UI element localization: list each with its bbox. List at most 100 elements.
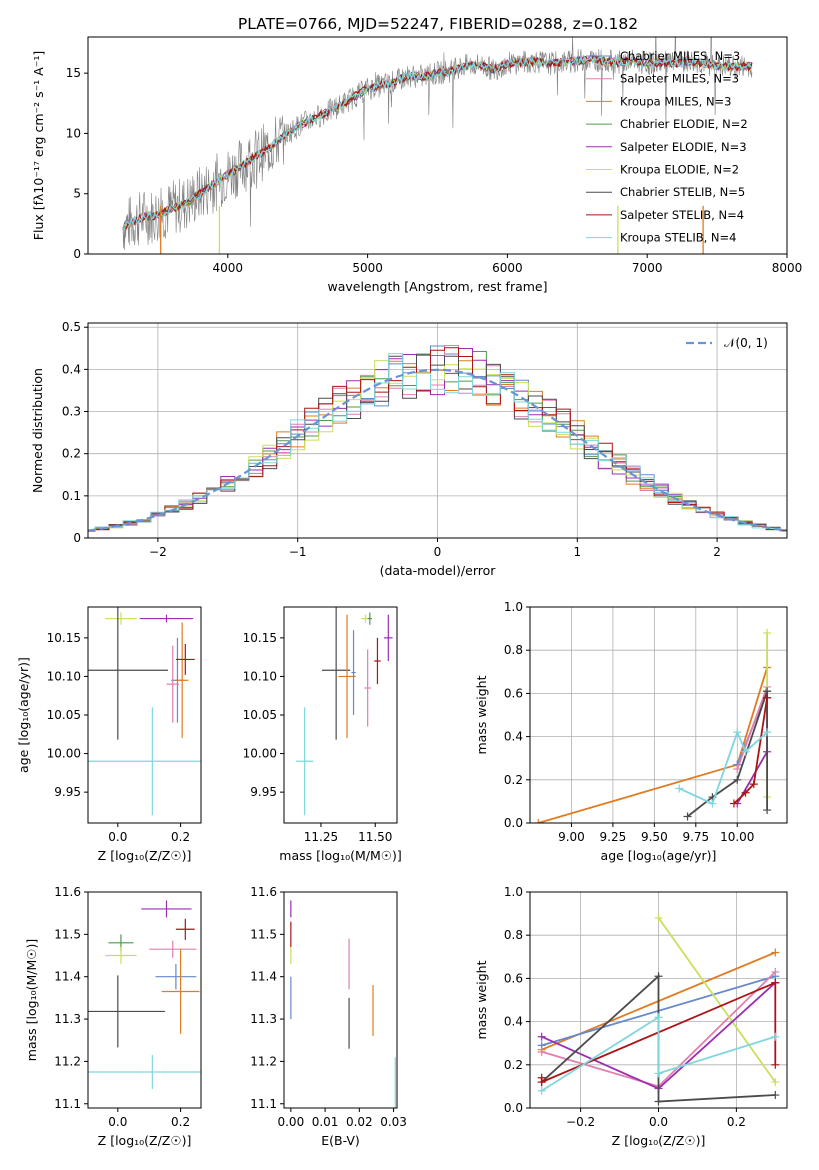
residuals-frame (87, 322, 788, 539)
mass_vs_Z-ytick-label: 11.2 (54, 1054, 81, 1068)
weight_vs_Z-plot-area (530, 892, 787, 1108)
weight_vs_Z-marker-kroupa_stelib (654, 1069, 663, 1078)
weight_vs_age-marker-kroupa_miles (534, 819, 543, 823)
spectrum-ytick-label: 10 (66, 126, 81, 140)
residuals-ytick-label: 0.2 (62, 447, 81, 461)
weight_vs_Z-panel: −0.2 0.0 0.2 0.0 0.2 0.4 0.6 0.8 1.0 Z [log₁₀(Z/Z… (474, 885, 788, 1148)
weight_vs_age-xtick-label: 10.00 (720, 830, 754, 844)
mass_vs_ebv-ytick-label: 11.3 (250, 1012, 277, 1026)
weight_vs_Z-marker-salpeter_stelib (771, 978, 780, 987)
weight_vs_age-ytick-label: 0.2 (504, 773, 523, 787)
age_vs_mass-ytick-label: 10.05 (243, 708, 277, 722)
residuals-xlabel: (data-model)/error (380, 563, 497, 578)
mass_vs_Z-xlabel: Z [log₁₀(Z/Z☉)] (98, 1133, 192, 1148)
age_vs_mass-panel: 11.25 11.50 9.95 10.00 10.05 10.10 10.15 mass [… (243, 606, 402, 863)
residuals-plot-area (88, 323, 787, 538)
age_vs_Z-panel: 0.0 0.2 9.95 10.00 10.05 10.10 10.15 Z [log₁₀(Z… (16, 606, 202, 863)
weight_vs_Z-ytick-label: 0.2 (504, 1058, 523, 1072)
age_vs_Z-xlabel: Z [log₁₀(Z/Z☉)] (98, 848, 192, 863)
spectrum-xtick-label: 7000 (632, 261, 663, 275)
age_vs_mass-ytick-label: 10.10 (243, 669, 277, 683)
mass_vs_ebv-ytick-label: 11.2 (250, 1054, 277, 1068)
age_vs_Z-ytick-label: 10.15 (47, 631, 81, 645)
mass_vs_ebv-xtick-label: 0.00 (277, 1115, 304, 1129)
age_vs_mass-xtick-label: 11.50 (358, 830, 392, 844)
weight_vs_age-marker-kroupa_stelib (708, 799, 717, 808)
mass_vs_Z-ytick-label: 11.1 (54, 1097, 81, 1111)
mass_vs_Z-ytick-label: 11.5 (54, 927, 81, 941)
weight_vs_age-ylabel: mass weight (474, 675, 489, 754)
mass_vs_Z-frame (87, 891, 202, 1109)
weight_vs_Z-marker-chabrier_stelib (654, 972, 663, 981)
mass_vs_Z-ylabel: mass [log₁₀(M/M☉)] (24, 939, 39, 1061)
spectrum-model-kroupa_stelib (122, 55, 753, 230)
weight_vs_age-marker-kroupa_stelib (733, 728, 742, 737)
weight_vs_Z-marker-chabrier_stelib (654, 1097, 663, 1106)
legend-label-chabrier_stelib: Chabrier STELIB, N=5 (620, 185, 745, 199)
mass_vs_ebv-ytick-label: 11.4 (250, 970, 277, 984)
mass_vs_ebv-xtick-label: 0.02 (346, 1115, 373, 1129)
weight_vs_age-marker-chabrier_stelib (683, 812, 692, 821)
residuals-xtick-label: 2 (713, 545, 721, 559)
weight_vs_age-marker-kroupa_stelib (675, 784, 684, 793)
spectrum-ytick-label: 0 (73, 247, 81, 261)
spectrum-ytick-label: 5 (73, 187, 81, 201)
spectrum-xtick-label: 8000 (772, 261, 803, 275)
spectrum-xtick-label: 4000 (213, 261, 244, 275)
residuals-panel: −2 −1 0 1 2 0 0.1 0.2 0.3 0.4 0.5 (data-model)/erro… (30, 320, 788, 578)
age_vs_mass-frame (283, 606, 398, 824)
age_vs_Z-frame (87, 606, 202, 824)
residual-hist-kroupa_elodie (88, 360, 787, 532)
legend-normal-label: 𝒩(0, 1) (724, 336, 768, 350)
age_vs_mass-plot-area (295, 607, 393, 816)
residuals-ytick-label: 0 (73, 531, 81, 545)
weight_vs_Z-marker-kroupa_stelib (537, 1086, 546, 1095)
spectrum-panel: 4000 5000 6000 7000 8000 0 5 10 15 wavelength [An… (31, 36, 803, 294)
normal-curve (88, 368, 787, 532)
weight_vs_age-marker-salpeter_stelib (749, 780, 758, 789)
legend-label-kroupa_stelib: Kroupa STELIB, N=4 (620, 231, 737, 245)
residuals-ytick-label: 0.1 (62, 489, 81, 503)
spectrum-xtick-label: 6000 (492, 261, 523, 275)
legend-label-salpeter_miles: Salpeter MILES, N=3 (620, 72, 739, 86)
spectrum-legend: Chabrier MILES, N=3 Salpeter MILES, N=3 Kr… (586, 49, 748, 245)
weight_vs_age-panel: 9.00 9.25 9.50 9.75 10.00 0.0 0.2 0.4 0.6 0.8 1.0 a… (474, 600, 788, 863)
legend-label-kroupa_elodie: Kroupa ELODIE, N=2 (620, 163, 739, 177)
residuals-xtick-label: 0 (434, 545, 442, 559)
age_vs_mass-xlabel: mass [log₁₀(M/M☉)] (279, 848, 401, 863)
age_vs_Z-ytick-label: 9.95 (54, 785, 81, 799)
residuals-ytick-label: 0.4 (62, 362, 81, 376)
residuals-ylabel: Normed distribution (30, 368, 45, 493)
weight_vs_Z-line-kroupa_stelib (541, 1015, 776, 1092)
mass_vs_Z-panel: 0.0 0.2 11.1 11.2 11.3 11.4 11.5 11.6 Z [log₁₀(Z… (24, 885, 202, 1148)
weight_vs_Z-xtick-label: 0.0 (649, 1115, 668, 1129)
weight_vs_age-xtick-label: 9.75 (682, 830, 709, 844)
age_vs_Z-ylabel: age [log₁₀(age/yr)] (16, 657, 31, 773)
weight_vs_Z-ytick-label: 1.0 (504, 885, 523, 899)
weight_vs_Z-ytick-label: 0.8 (504, 928, 523, 942)
spectrum-ylabel: Flux [fλ10⁻¹⁷ erg cm⁻² s⁻¹ A⁻¹] (31, 51, 46, 240)
weight_vs_age-frame (529, 606, 788, 824)
legend-label-chabrier_elodie: Chabrier ELODIE, N=2 (620, 117, 748, 131)
weight_vs_age-marker-kroupa_stelib (763, 728, 772, 737)
mass_vs_Z-ytick-label: 11.6 (54, 885, 81, 899)
weight_vs_age-line-salpeter_stelib (733, 697, 768, 805)
weight_vs_Z-marker-kroupa_elodie (654, 913, 663, 922)
weight_vs_Z-ytick-label: 0.6 (504, 971, 523, 985)
weight_vs_Z-marker-kroupa_miles (771, 948, 780, 957)
weight_vs_Z-marker-chabrier_stelib (771, 1091, 780, 1100)
weight_vs_Z-ylabel: mass weight (474, 960, 489, 1039)
mass_vs_ebv-xtick-label: 0.01 (312, 1115, 339, 1129)
weight_vs_Z-xlabel: Z [log₁₀(Z/Z☉)] (612, 1133, 706, 1148)
age_vs_Z-xtick-label: 0.2 (171, 830, 190, 844)
residuals-xtick-label: 1 (573, 545, 581, 559)
mass_vs_Z-plot-area (88, 900, 201, 1089)
age_vs_Z-ytick-label: 10.00 (47, 747, 81, 761)
weight_vs_Z-ytick-label: 0.4 (504, 1015, 523, 1029)
spectrum-frame (87, 36, 788, 255)
residual-hist-salpeter_stelib (88, 347, 787, 532)
spectrum-ytick-label: 15 (66, 66, 81, 80)
mass_vs_ebv-xtick-label: 0.03 (380, 1115, 407, 1129)
legend-label-salpeter_elodie: Salpeter ELODIE, N=3 (620, 140, 747, 154)
